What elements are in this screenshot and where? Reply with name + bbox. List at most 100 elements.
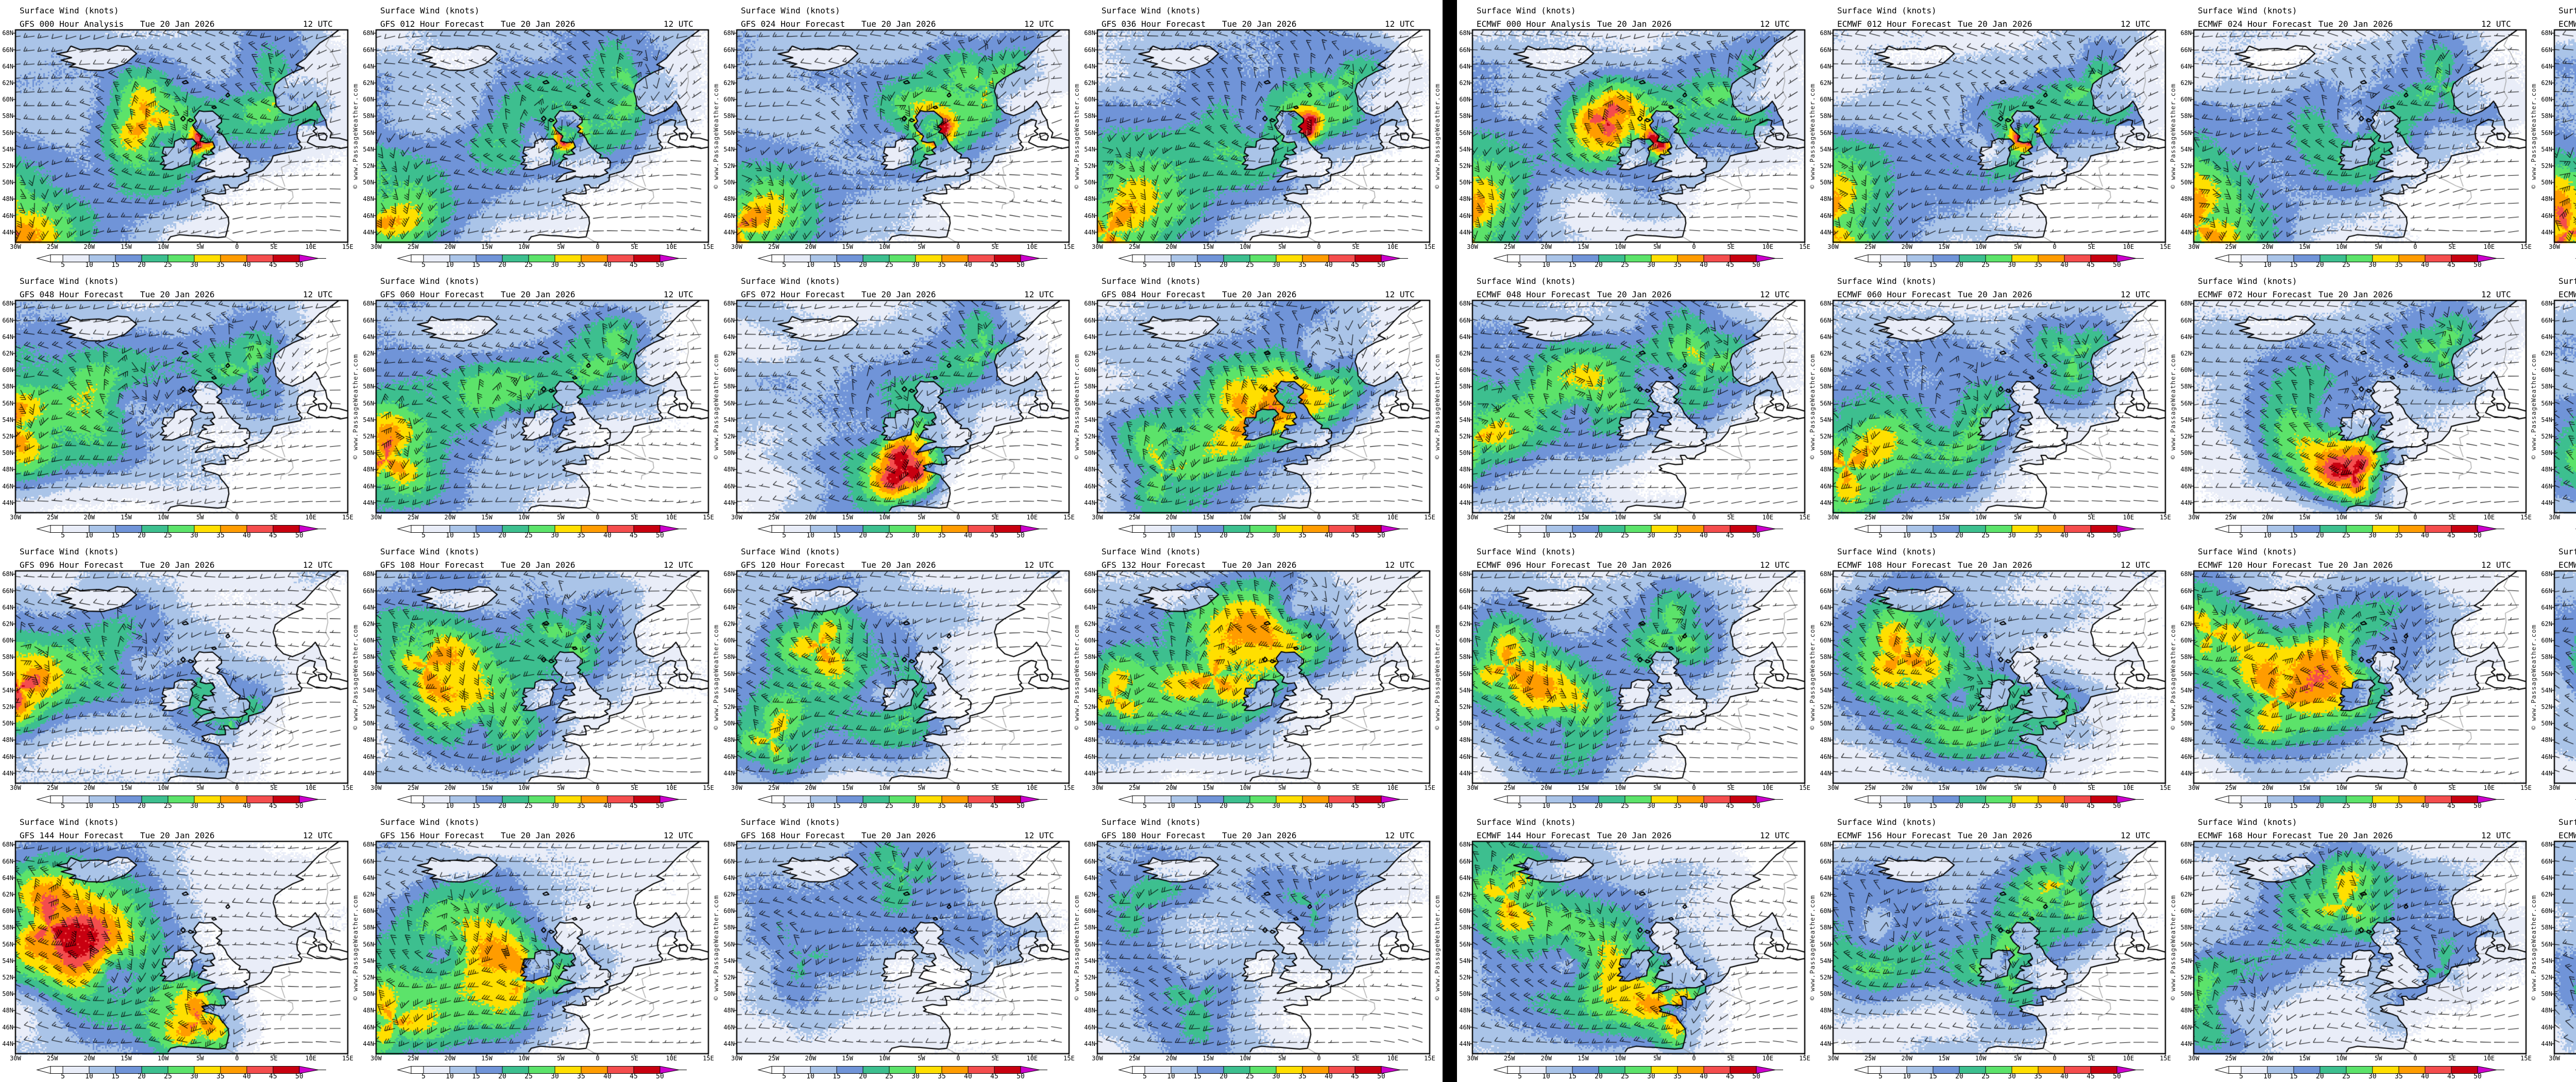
lat-label: 58N <box>1820 653 1831 661</box>
panel-subtitle: GFS 036 Hour Forecast <box>1101 19 1206 29</box>
colorbar-tick: 30 <box>1647 261 1655 269</box>
lat-label: 52N <box>2541 162 2552 170</box>
lon-label: 15E <box>1424 1055 1435 1062</box>
colorbar-tick: 35 <box>216 802 225 810</box>
watermark: © www.PassageWeather.com <box>1073 894 1080 1001</box>
colorbar-tick: 20 <box>1219 532 1228 539</box>
panel-title: Surface Wind (knots) <box>2198 276 2297 286</box>
lon-label: 15W <box>121 514 132 521</box>
lat-label: 60N <box>363 637 374 645</box>
lon-label: 10W <box>157 1055 169 1062</box>
lon-label: 15E <box>703 243 714 250</box>
forecast-panel: Surface Wind (knots) ECMWF 144 Hour Forec… <box>1457 812 1818 1082</box>
lon-label: 0 <box>235 514 239 521</box>
colorbar-tick: 20 <box>1595 261 1603 269</box>
panel-date: Tue 20 Jan 2026 <box>1597 560 1672 570</box>
panel-utc: 12 UTC <box>2121 560 2150 570</box>
colorbar-tick: 5 <box>421 1073 426 1080</box>
panel-subtitle: ECMWF 144 Hour Forecast <box>1477 831 1591 840</box>
lat-label: 46N <box>1084 1023 1095 1031</box>
lon-label: 5W <box>2375 784 2382 791</box>
lat-label: 48N <box>723 1007 735 1015</box>
panel-subtitle: ECMWF 060 Hour Forecast <box>1837 290 1952 299</box>
colorbar-tick: 25 <box>164 532 172 539</box>
colorbar-tick: 30 <box>1272 802 1280 810</box>
lat-label: 56N <box>363 129 374 137</box>
lat-label: 50N <box>1820 449 1831 457</box>
panel-subtitle: ECMWF 000 Hour Analysis <box>1477 19 1591 29</box>
lon-label: 20W <box>2262 1055 2274 1062</box>
lat-label: 66N <box>2 46 13 54</box>
lat-label: 46N <box>723 212 735 219</box>
lat-label: 54N <box>1459 686 1470 694</box>
panel-utc: 12 UTC <box>664 290 693 299</box>
lat-label: 46N <box>1820 1023 1831 1031</box>
lat-label: 68N <box>1459 841 1470 849</box>
colorbar-tick: 40 <box>1325 1073 1333 1080</box>
lon-label: 30W <box>1092 514 1103 521</box>
lat-label: 68N <box>1459 300 1470 308</box>
lon-label: 10E <box>305 1055 317 1062</box>
lat-label: 66N <box>1459 587 1470 595</box>
forecast-panel: Surface Wind (knots) GFS 132 Hour Forecas… <box>1082 541 1443 812</box>
lat-label: 54N <box>2180 686 2192 694</box>
panel-subtitle: ECMWF 084 Hour Forecast <box>2558 290 2576 299</box>
lon-label: 15W <box>1938 514 1950 521</box>
lon-label: 15W <box>1938 784 1950 791</box>
lat-label: 64N <box>723 874 735 882</box>
watermark: © www.PassageWeather.com <box>1433 83 1441 189</box>
colorbar-tick: 40 <box>964 802 972 810</box>
colorbar-tick: 10 <box>1167 1073 1175 1080</box>
model-group-ecmwf: Surface Wind (knots) ECMWF 000 Hour Analy… <box>1457 0 2576 1082</box>
lon-label: 10W <box>878 243 890 250</box>
lon-label: 25W <box>46 784 58 791</box>
colorbar-tick: 10 <box>446 1073 454 1080</box>
colorbar-tick: 5 <box>421 802 426 810</box>
lon-label: 5E <box>631 1055 638 1062</box>
lat-label: 52N <box>723 973 735 981</box>
lat-label: 50N <box>363 179 374 187</box>
lon-label: 5E <box>991 784 999 791</box>
lat-label: 46N <box>1459 753 1470 760</box>
lon-label: 30W <box>1092 243 1103 250</box>
lon-label: 30W <box>10 243 21 250</box>
colorbar-tick: 20 <box>1955 1073 1963 1080</box>
panel-title: Surface Wind (knots) <box>1477 817 1576 827</box>
wind-map-canvas <box>1469 28 1809 246</box>
colorbar-tick: 50 <box>656 1073 664 1080</box>
lat-label: 64N <box>1820 62 1831 70</box>
lon-label: 15E <box>342 514 353 521</box>
lat-label: 56N <box>1084 940 1095 948</box>
lat-label: 66N <box>1459 46 1470 54</box>
forecast-panel: Surface Wind (knots) GFS 168 Hour Forecas… <box>721 812 1082 1082</box>
colorbar-tick: 5 <box>1143 802 1147 810</box>
lon-label: 25W <box>407 1055 419 1062</box>
colorbar-tick: 45 <box>630 532 638 539</box>
lat-label: 54N <box>1084 686 1095 694</box>
panel-title: Surface Wind (knots) <box>2558 547 2576 556</box>
lat-label: 56N <box>1459 399 1470 407</box>
lon-label: 15E <box>1063 514 1075 521</box>
panel-subtitle: GFS 120 Hour Forecast <box>741 560 845 570</box>
lat-label: 58N <box>2180 383 2192 391</box>
lat-label: 44N <box>723 228 735 236</box>
lat-label: 44N <box>1820 499 1831 506</box>
colorbar-tick: 40 <box>603 261 612 269</box>
lat-label: 58N <box>363 653 374 661</box>
lon-label: 15E <box>2160 1055 2171 1062</box>
lat-label: 50N <box>2 990 13 998</box>
wind-map-canvas <box>373 569 713 787</box>
lat-label: 66N <box>1084 857 1095 865</box>
lon-label: 15W <box>2299 514 2310 521</box>
lat-label: 52N <box>2180 162 2192 170</box>
lon-label: 5E <box>1352 1055 1360 1062</box>
watermark: © www.PassageWeather.com <box>1433 624 1441 730</box>
lon-label: 25W <box>1864 243 1876 250</box>
colorbar-tick: 25 <box>885 532 893 539</box>
colorbar-tick: 45 <box>1351 261 1359 269</box>
colorbar-tick: 25 <box>1981 1073 1990 1080</box>
lon-label: 15W <box>1578 1055 1589 1062</box>
lon-label: 25W <box>2225 514 2236 521</box>
lat-label: 56N <box>2541 129 2552 137</box>
lat-label: 54N <box>2 686 13 694</box>
